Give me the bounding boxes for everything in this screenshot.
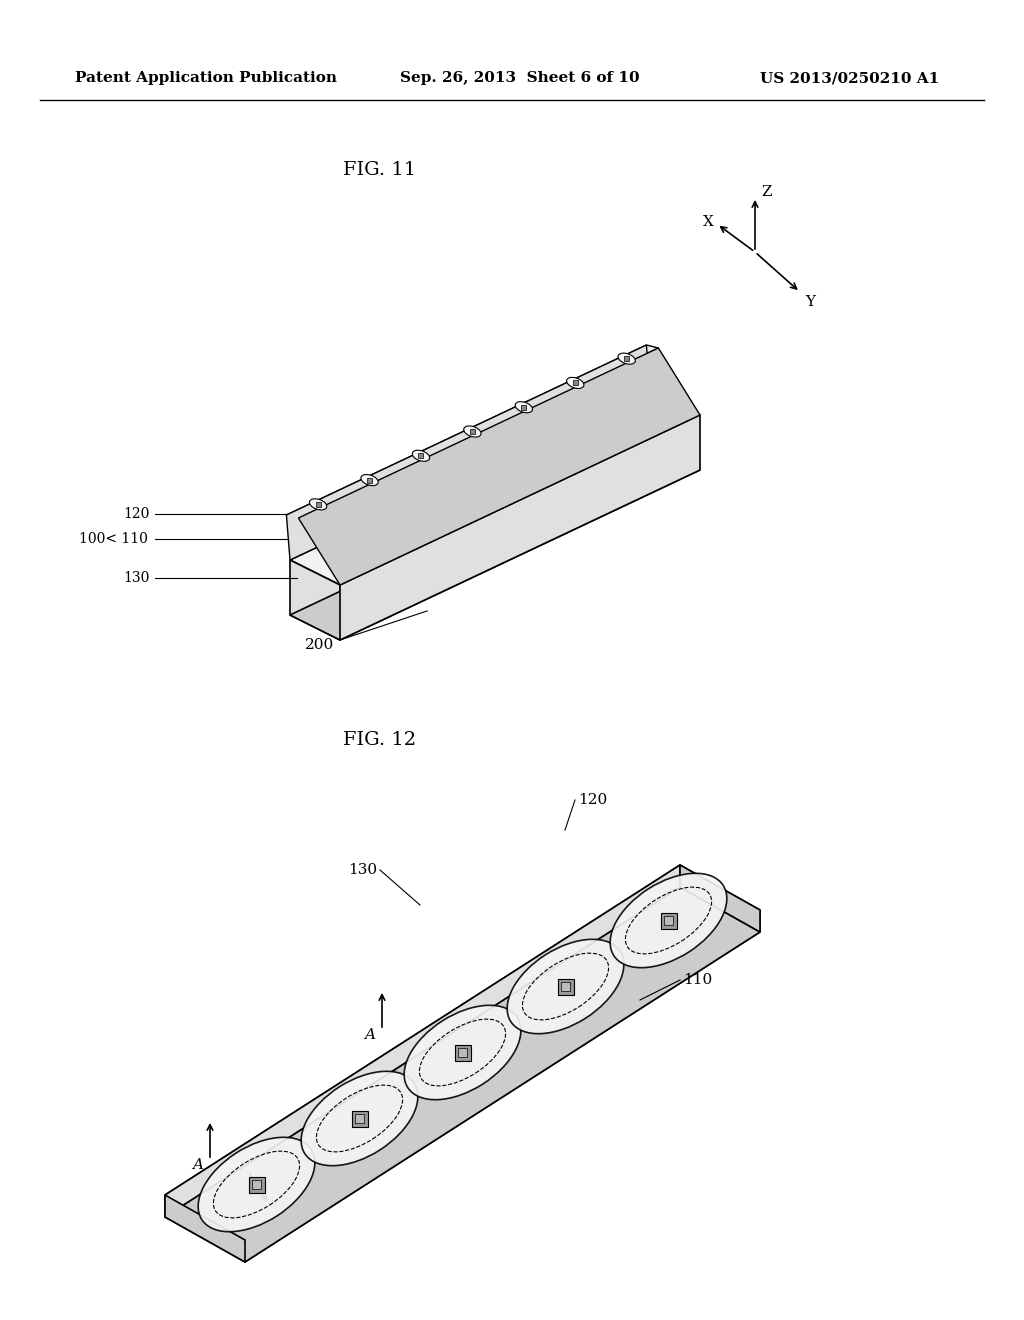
Text: 130: 130 [124,570,150,585]
Bar [419,453,424,458]
Text: 120: 120 [578,793,607,807]
Ellipse shape [610,874,727,968]
Ellipse shape [301,1072,418,1166]
Bar [458,1048,467,1057]
Text: X: X [703,215,714,228]
Bar [252,1180,261,1189]
Polygon shape [165,865,760,1239]
Ellipse shape [618,352,635,364]
Text: FIG. 12: FIG. 12 [343,731,417,748]
Polygon shape [245,909,760,1262]
Polygon shape [290,560,340,640]
Bar [351,1110,368,1126]
Text: Sep. 26, 2013  Sheet 6 of 10: Sep. 26, 2013 Sheet 6 of 10 [400,71,640,84]
Bar [315,502,321,507]
Polygon shape [165,887,760,1262]
Text: 110: 110 [683,973,713,987]
Ellipse shape [199,1138,314,1232]
Polygon shape [287,345,658,517]
Bar [367,478,372,483]
Ellipse shape [464,426,481,437]
Polygon shape [340,414,700,640]
Bar [625,356,629,362]
Bar [249,1176,264,1192]
Polygon shape [298,348,700,585]
Text: A: A [365,1028,376,1041]
Polygon shape [290,445,700,640]
Bar [455,1044,470,1060]
Bar [355,1114,364,1123]
Text: A: A [193,1158,204,1172]
Polygon shape [287,345,650,560]
Text: 200: 200 [305,638,335,652]
Ellipse shape [309,499,327,510]
Text: Z: Z [761,185,771,199]
Text: Y: Y [805,294,815,309]
Text: 130: 130 [348,863,377,876]
Ellipse shape [413,450,430,462]
Bar [664,916,673,925]
Bar [660,912,677,928]
Polygon shape [165,865,680,1217]
Ellipse shape [507,940,624,1034]
Polygon shape [680,865,760,932]
Text: 120: 120 [124,507,150,520]
Polygon shape [290,389,700,585]
Bar [521,405,526,409]
Bar [470,429,475,434]
Bar [572,380,578,385]
Ellipse shape [404,1006,521,1100]
Bar [561,982,570,991]
Ellipse shape [566,378,584,388]
Polygon shape [165,1195,245,1262]
Text: FIG. 11: FIG. 11 [343,161,417,180]
Text: 100< 110: 100< 110 [79,532,148,546]
Ellipse shape [360,474,378,486]
Bar [557,978,573,994]
Ellipse shape [515,401,532,413]
Text: US 2013/0250210 A1: US 2013/0250210 A1 [760,71,939,84]
Text: Patent Application Publication: Patent Application Publication [75,71,337,84]
